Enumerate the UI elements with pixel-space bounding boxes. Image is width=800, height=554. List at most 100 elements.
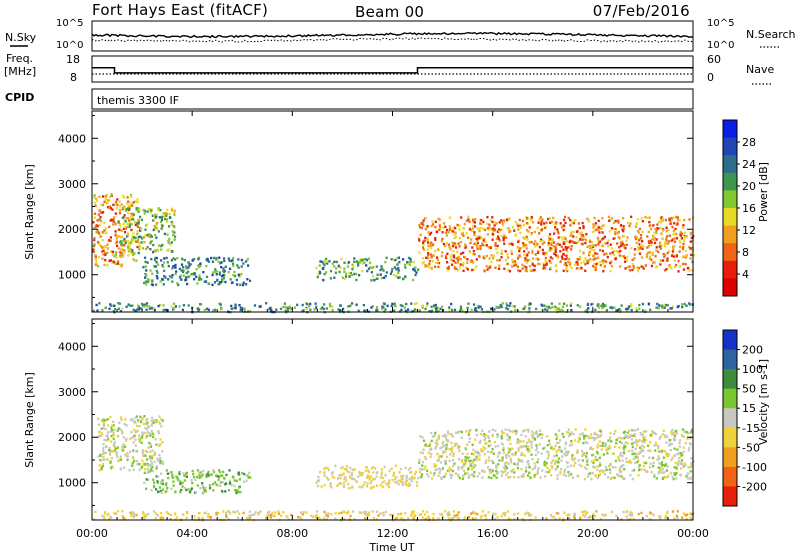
data-cell <box>151 214 154 217</box>
data-cell <box>182 472 185 475</box>
data-cell <box>228 267 232 271</box>
data-cell <box>355 272 358 276</box>
data-cell <box>390 513 393 517</box>
data-cell <box>390 304 393 308</box>
data-cell <box>149 469 153 472</box>
data-cell <box>213 270 217 273</box>
data-cell <box>645 430 648 433</box>
data-cell <box>131 235 134 238</box>
data-cell <box>486 226 489 230</box>
data-cell <box>405 302 408 306</box>
data-cell <box>580 233 583 237</box>
data-cell <box>469 459 472 463</box>
data-cell <box>684 249 687 252</box>
data-cell <box>685 475 688 478</box>
data-cell <box>520 452 524 455</box>
data-cell <box>185 278 188 282</box>
data-cell <box>678 456 681 460</box>
data-cell <box>180 269 183 272</box>
data-cell <box>523 454 526 457</box>
data-cell <box>601 244 604 248</box>
data-cell <box>110 466 113 470</box>
data-cell <box>152 219 155 222</box>
data-cell <box>546 444 549 447</box>
frequency-trace <box>92 66 693 74</box>
data-cell <box>467 218 470 221</box>
beam-label: Beam 00 <box>355 3 424 21</box>
data-cell <box>102 418 105 421</box>
data-cell <box>553 455 556 458</box>
data-cell <box>533 473 536 477</box>
data-cell <box>508 454 511 458</box>
data-cell <box>476 247 479 251</box>
data-cell <box>339 266 342 269</box>
data-cell <box>491 469 495 473</box>
data-cell <box>225 473 228 477</box>
data-cell <box>660 232 663 235</box>
data-cell <box>474 457 477 460</box>
data-cell <box>164 490 167 494</box>
data-cell <box>274 511 277 514</box>
data-cell <box>692 460 695 463</box>
data-cell <box>186 511 189 515</box>
data-cell <box>497 444 500 448</box>
data-cell <box>678 439 682 442</box>
data-cell <box>357 475 360 478</box>
data-cell <box>154 419 157 422</box>
data-cell <box>649 433 652 437</box>
data-cell <box>472 510 475 514</box>
data-cell <box>441 231 444 234</box>
ytick-label: 3000 <box>58 178 86 191</box>
data-cell <box>607 476 610 479</box>
data-cell <box>668 442 671 446</box>
data-cell <box>537 451 540 454</box>
data-cell <box>647 449 650 453</box>
data-cell <box>472 473 475 476</box>
data-cell <box>445 242 448 245</box>
data-cell <box>247 476 250 479</box>
data-cell <box>610 260 613 263</box>
data-cell <box>659 515 662 518</box>
data-cell <box>161 488 165 491</box>
data-cell <box>100 427 103 430</box>
data-cell <box>588 472 592 475</box>
data-cell <box>141 451 144 454</box>
data-cell <box>358 273 361 277</box>
data-cell <box>527 230 530 233</box>
data-cell <box>118 228 121 231</box>
data-cell <box>610 440 613 443</box>
data-cell <box>486 268 489 271</box>
data-cell <box>637 269 640 273</box>
data-cell <box>97 455 100 458</box>
data-cell <box>427 475 430 478</box>
data-cell <box>549 261 552 264</box>
data-cell <box>148 232 151 236</box>
data-cell <box>544 256 547 260</box>
data-cell <box>392 473 395 476</box>
data-cell <box>161 224 164 227</box>
data-cell <box>146 210 149 213</box>
data-cell <box>523 265 526 268</box>
data-cell <box>596 226 600 230</box>
data-cell <box>527 251 530 254</box>
data-cell <box>507 462 510 466</box>
data-cell <box>543 462 546 465</box>
data-cell <box>234 306 237 310</box>
data-cell <box>401 481 404 484</box>
data-cell <box>144 256 147 259</box>
data-cell <box>349 304 352 308</box>
data-cell <box>551 459 554 462</box>
data-cell <box>189 263 192 266</box>
data-cell <box>562 473 565 476</box>
data-cell <box>569 304 572 307</box>
data-cell <box>475 237 479 241</box>
data-cell <box>163 275 166 278</box>
data-cell <box>109 515 112 519</box>
data-cell <box>508 270 512 273</box>
data-cell <box>636 444 639 447</box>
data-cell <box>673 454 676 458</box>
data-cell <box>602 305 606 308</box>
data-cell <box>419 467 422 471</box>
data-cell <box>435 306 438 310</box>
data-cell <box>434 237 437 240</box>
